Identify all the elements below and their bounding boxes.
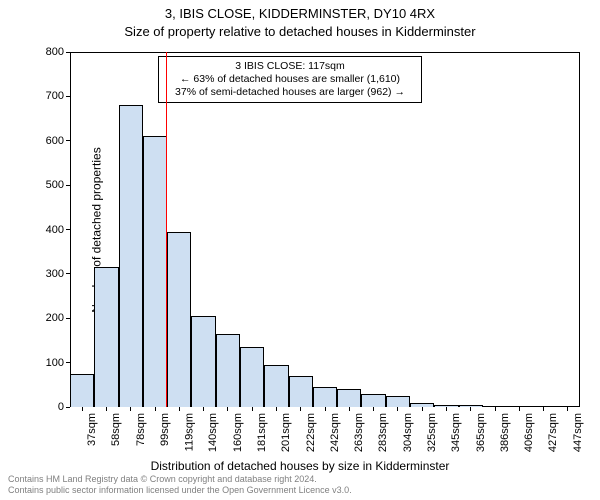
footer-line: Contains public sector information licen… <box>8 485 352 496</box>
histogram-bar <box>289 376 313 407</box>
histogram-bar <box>191 316 215 407</box>
figure: 3, IBIS CLOSE, KIDDERMINSTER, DY10 4RX S… <box>0 0 600 500</box>
annotation-line: 3 IBIS CLOSE: 117sqm <box>165 60 415 73</box>
histogram-bar <box>240 347 264 407</box>
histogram-bar <box>313 387 337 407</box>
x-tick <box>300 407 301 411</box>
title-line2: Size of property relative to detached ho… <box>0 24 600 39</box>
spine-left <box>70 52 71 407</box>
x-axis-label: Distribution of detached houses by size … <box>0 459 600 473</box>
annotation-line: ← 63% of detached houses are smaller (1,… <box>165 73 415 86</box>
x-tick <box>325 407 326 411</box>
y-tick-label: 200 <box>46 312 70 324</box>
x-tick <box>373 407 374 411</box>
x-tick <box>446 407 447 411</box>
histogram-bar <box>167 232 191 407</box>
x-tick <box>106 407 107 411</box>
x-tick <box>82 407 83 411</box>
x-tick <box>470 407 471 411</box>
y-tick-label: 100 <box>46 357 70 369</box>
y-tick-label: 300 <box>46 268 70 280</box>
x-tick <box>227 407 228 411</box>
x-tick <box>349 407 350 411</box>
x-tick <box>422 407 423 411</box>
spine-right <box>579 52 580 407</box>
x-tick <box>519 407 520 411</box>
annotation-line: 37% of semi-detached houses are larger (… <box>165 86 415 99</box>
reference-line <box>166 52 167 407</box>
plot-area: Number of detached properties 3 IBIS CLO… <box>70 52 580 407</box>
annotation-box: 3 IBIS CLOSE: 117sqm ← 63% of detached h… <box>158 56 422 103</box>
y-tick-label: 600 <box>46 135 70 147</box>
histogram-bar <box>264 365 288 407</box>
y-tick-label: 400 <box>46 224 70 236</box>
y-tick-label: 800 <box>46 46 70 58</box>
histogram-bar <box>361 394 385 407</box>
histogram-bar <box>143 136 167 407</box>
x-tick <box>252 407 253 411</box>
x-tick <box>567 407 568 411</box>
histogram-bar <box>94 267 118 407</box>
x-tick <box>276 407 277 411</box>
y-tick-label: 500 <box>46 179 70 191</box>
x-tick <box>179 407 180 411</box>
x-tick <box>203 407 204 411</box>
histogram-bar <box>216 334 240 407</box>
histogram-bar <box>337 389 361 407</box>
histogram-bar <box>386 396 410 407</box>
spine-top <box>70 52 580 53</box>
x-tick <box>495 407 496 411</box>
x-tick <box>155 407 156 411</box>
title-line1: 3, IBIS CLOSE, KIDDERMINSTER, DY10 4RX <box>0 6 600 21</box>
y-tick-label: 0 <box>58 401 70 413</box>
x-tick <box>397 407 398 411</box>
y-tick-label: 700 <box>46 90 70 102</box>
histogram-bar <box>119 105 143 407</box>
x-tick <box>130 407 131 411</box>
footer: Contains HM Land Registry data © Crown c… <box>8 474 352 496</box>
histogram-bar <box>70 374 94 407</box>
x-tick <box>543 407 544 411</box>
footer-line: Contains HM Land Registry data © Crown c… <box>8 474 352 485</box>
